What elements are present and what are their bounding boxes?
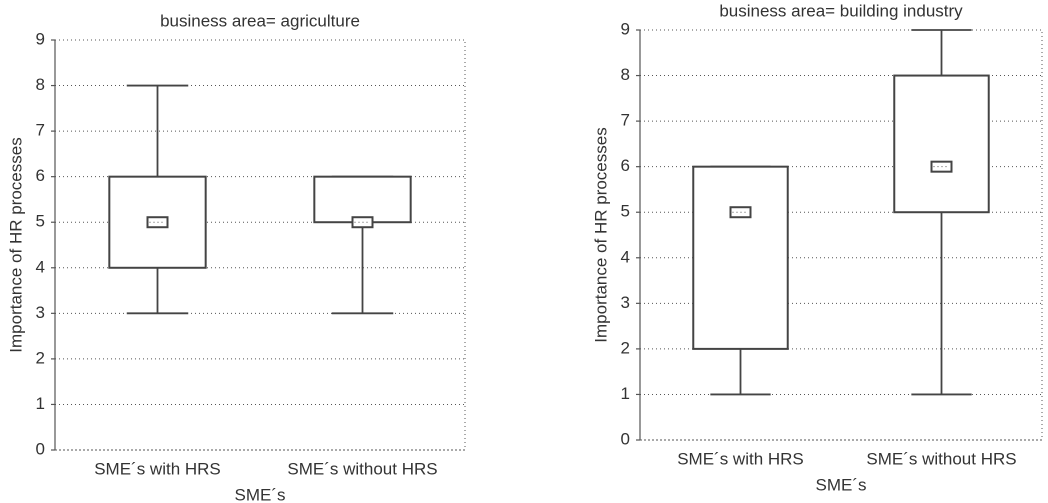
- y-tick-label: 5: [621, 202, 630, 221]
- y-tick-label: 9: [36, 29, 45, 48]
- chart-title: business area= agriculture: [160, 11, 360, 30]
- chart-title: business area= building industry: [719, 1, 963, 20]
- x-tick-label: SME´s without HRS: [866, 449, 1016, 468]
- y-tick-label: 1: [621, 384, 630, 403]
- y-tick-label: 0: [621, 429, 630, 448]
- y-tick-label: 4: [36, 257, 45, 276]
- y-tick-label: 6: [621, 156, 630, 175]
- y-tick-label: 5: [36, 212, 45, 231]
- y-tick-label: 2: [621, 338, 630, 357]
- y-tick-label: 4: [621, 247, 630, 266]
- y-tick-label: 9: [621, 19, 630, 38]
- y-tick-label: 7: [621, 111, 630, 130]
- y-tick-label: 8: [36, 75, 45, 94]
- y-tick-label: 3: [621, 293, 630, 312]
- x-axis-label: SME´s: [816, 475, 867, 494]
- y-tick-label: 7: [36, 121, 45, 140]
- y-tick-label: 1: [36, 394, 45, 413]
- box: [893, 74, 990, 214]
- y-tick-label: 6: [36, 166, 45, 185]
- x-tick-label: SME´s without HRS: [287, 459, 437, 478]
- y-axis-label: Importance of HR processes: [6, 137, 25, 352]
- y-tick-label: 8: [621, 65, 630, 84]
- box: [692, 165, 789, 350]
- x-axis-label: SME´s: [235, 485, 286, 503]
- x-tick-label: SME´s with HRS: [677, 449, 804, 468]
- x-tick-label: SME´s with HRS: [94, 459, 221, 478]
- y-tick-label: 3: [36, 303, 45, 322]
- y-tick-label: 2: [36, 348, 45, 367]
- y-tick-label: 0: [36, 439, 45, 458]
- y-axis-label: Importance of HR processes: [591, 127, 610, 342]
- box: [313, 175, 412, 224]
